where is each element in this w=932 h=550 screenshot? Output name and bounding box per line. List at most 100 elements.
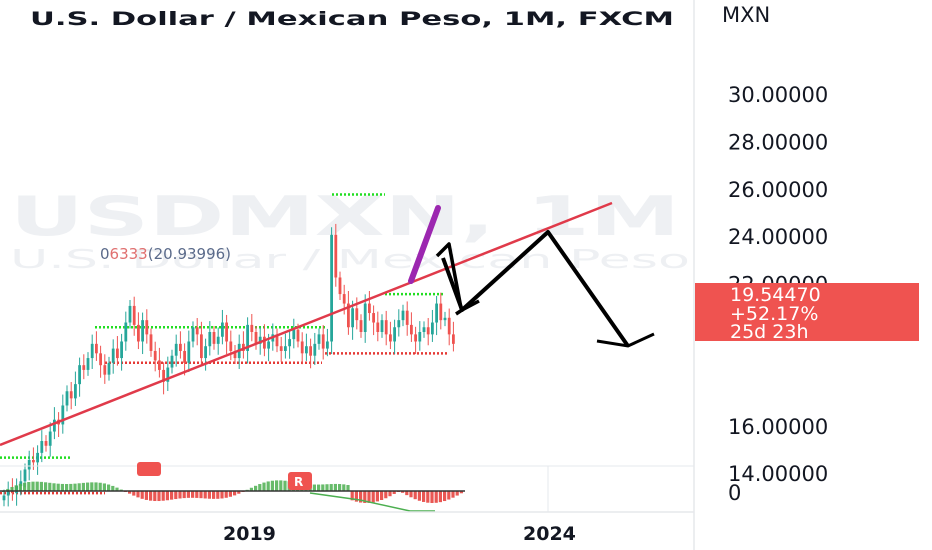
candle (6, 481, 10, 507)
histogram-bar (216, 491, 220, 499)
price-axis-labels[interactable]: 30.0000028.0000026.0000024.0000022.00000… (728, 83, 828, 486)
histogram-bar (174, 491, 178, 500)
candle (405, 301, 409, 336)
histogram-bar (56, 483, 60, 491)
histogram-bar (409, 491, 413, 498)
histogram-bar (354, 491, 358, 502)
price-tick-6: 16.00000 (728, 415, 828, 439)
histogram-bar (224, 491, 228, 498)
candle (284, 333, 287, 359)
candle (380, 314, 384, 338)
candle (279, 336, 283, 362)
histogram-bar (102, 483, 106, 491)
candle (338, 271, 342, 301)
candle (208, 321, 212, 356)
histogram-bar (254, 485, 258, 491)
candle (153, 341, 157, 372)
histogram-bar (182, 491, 186, 499)
histogram-bar (430, 491, 434, 503)
support-lines (0, 193, 448, 495)
histogram-bar (195, 491, 199, 498)
candle (111, 339, 115, 374)
candle (187, 330, 191, 373)
candle (158, 347, 161, 378)
candle (57, 412, 60, 437)
indicator-label-value: (20.93996) (148, 245, 231, 263)
candle (61, 394, 65, 434)
indicator-label: 06333(20.93996) (100, 245, 231, 263)
histogram-bar (258, 484, 262, 491)
candle (40, 430, 44, 463)
indicator-zero-label: 0 (728, 481, 741, 505)
histogram-bar (350, 491, 354, 501)
candle (78, 357, 81, 397)
candle (300, 332, 304, 365)
histogram-bar (52, 483, 56, 491)
histogram-bar (329, 484, 333, 491)
candle (120, 333, 123, 371)
candle (368, 290, 371, 321)
candle (221, 309, 224, 345)
histogram-bar (35, 481, 39, 491)
currency-label: MXN (722, 3, 770, 27)
price-tick-3: 24.00000 (728, 225, 828, 249)
candle (212, 326, 216, 350)
candle (90, 334, 94, 369)
candle (431, 309, 434, 342)
candle (439, 292, 443, 330)
candle (166, 356, 170, 392)
histogram-bar (170, 491, 174, 500)
histogram-bar (18, 483, 22, 491)
histogram-bar (212, 491, 216, 499)
candle (195, 318, 199, 346)
histogram-bar (165, 491, 169, 501)
histogram-bar (375, 491, 379, 502)
candle (426, 318, 430, 346)
histogram-bar (31, 481, 35, 491)
candle (452, 321, 455, 352)
histogram-bar (140, 491, 144, 499)
candle (435, 295, 438, 336)
histogram-bar (275, 480, 279, 491)
histogram-bar (107, 484, 111, 491)
projection-path (441, 230, 630, 348)
projection-path-start (435, 242, 463, 309)
signal-badge-2 (137, 462, 161, 476)
candlestick-series (2, 223, 455, 507)
time-axis-labels[interactable]: 2019 2024 (223, 523, 576, 545)
candle (443, 311, 447, 327)
histogram-bar (270, 480, 274, 491)
histogram-bar (115, 487, 119, 491)
histogram-bar (283, 480, 287, 491)
histogram-bar (144, 491, 148, 500)
candle (401, 304, 405, 327)
candle (204, 338, 207, 371)
histogram-bar (392, 491, 396, 494)
indicator-label-prefix: 0 (100, 245, 110, 263)
price-badge (695, 283, 919, 341)
candle (116, 336, 119, 366)
histogram-bar (10, 486, 14, 491)
histogram-bar (48, 482, 52, 491)
signal-letter: R (294, 475, 303, 489)
candle (250, 313, 254, 342)
indicator-histogram (0, 480, 465, 512)
histogram-bar (367, 491, 371, 503)
histogram-bar (14, 485, 18, 491)
candle (141, 312, 144, 355)
candle (376, 311, 380, 342)
candle (326, 328, 329, 357)
candle (359, 314, 363, 338)
histogram-bar (434, 491, 438, 503)
trendline[interactable] (0, 201, 613, 447)
candle (36, 445, 39, 475)
candle (170, 349, 174, 374)
projection-arrowhead-1 (455, 299, 480, 316)
candle (397, 309, 401, 337)
histogram-bar (417, 491, 421, 501)
histogram-bar (136, 491, 140, 498)
histogram-bar (388, 491, 392, 497)
histogram-bar (413, 491, 417, 500)
candle (95, 331, 98, 361)
